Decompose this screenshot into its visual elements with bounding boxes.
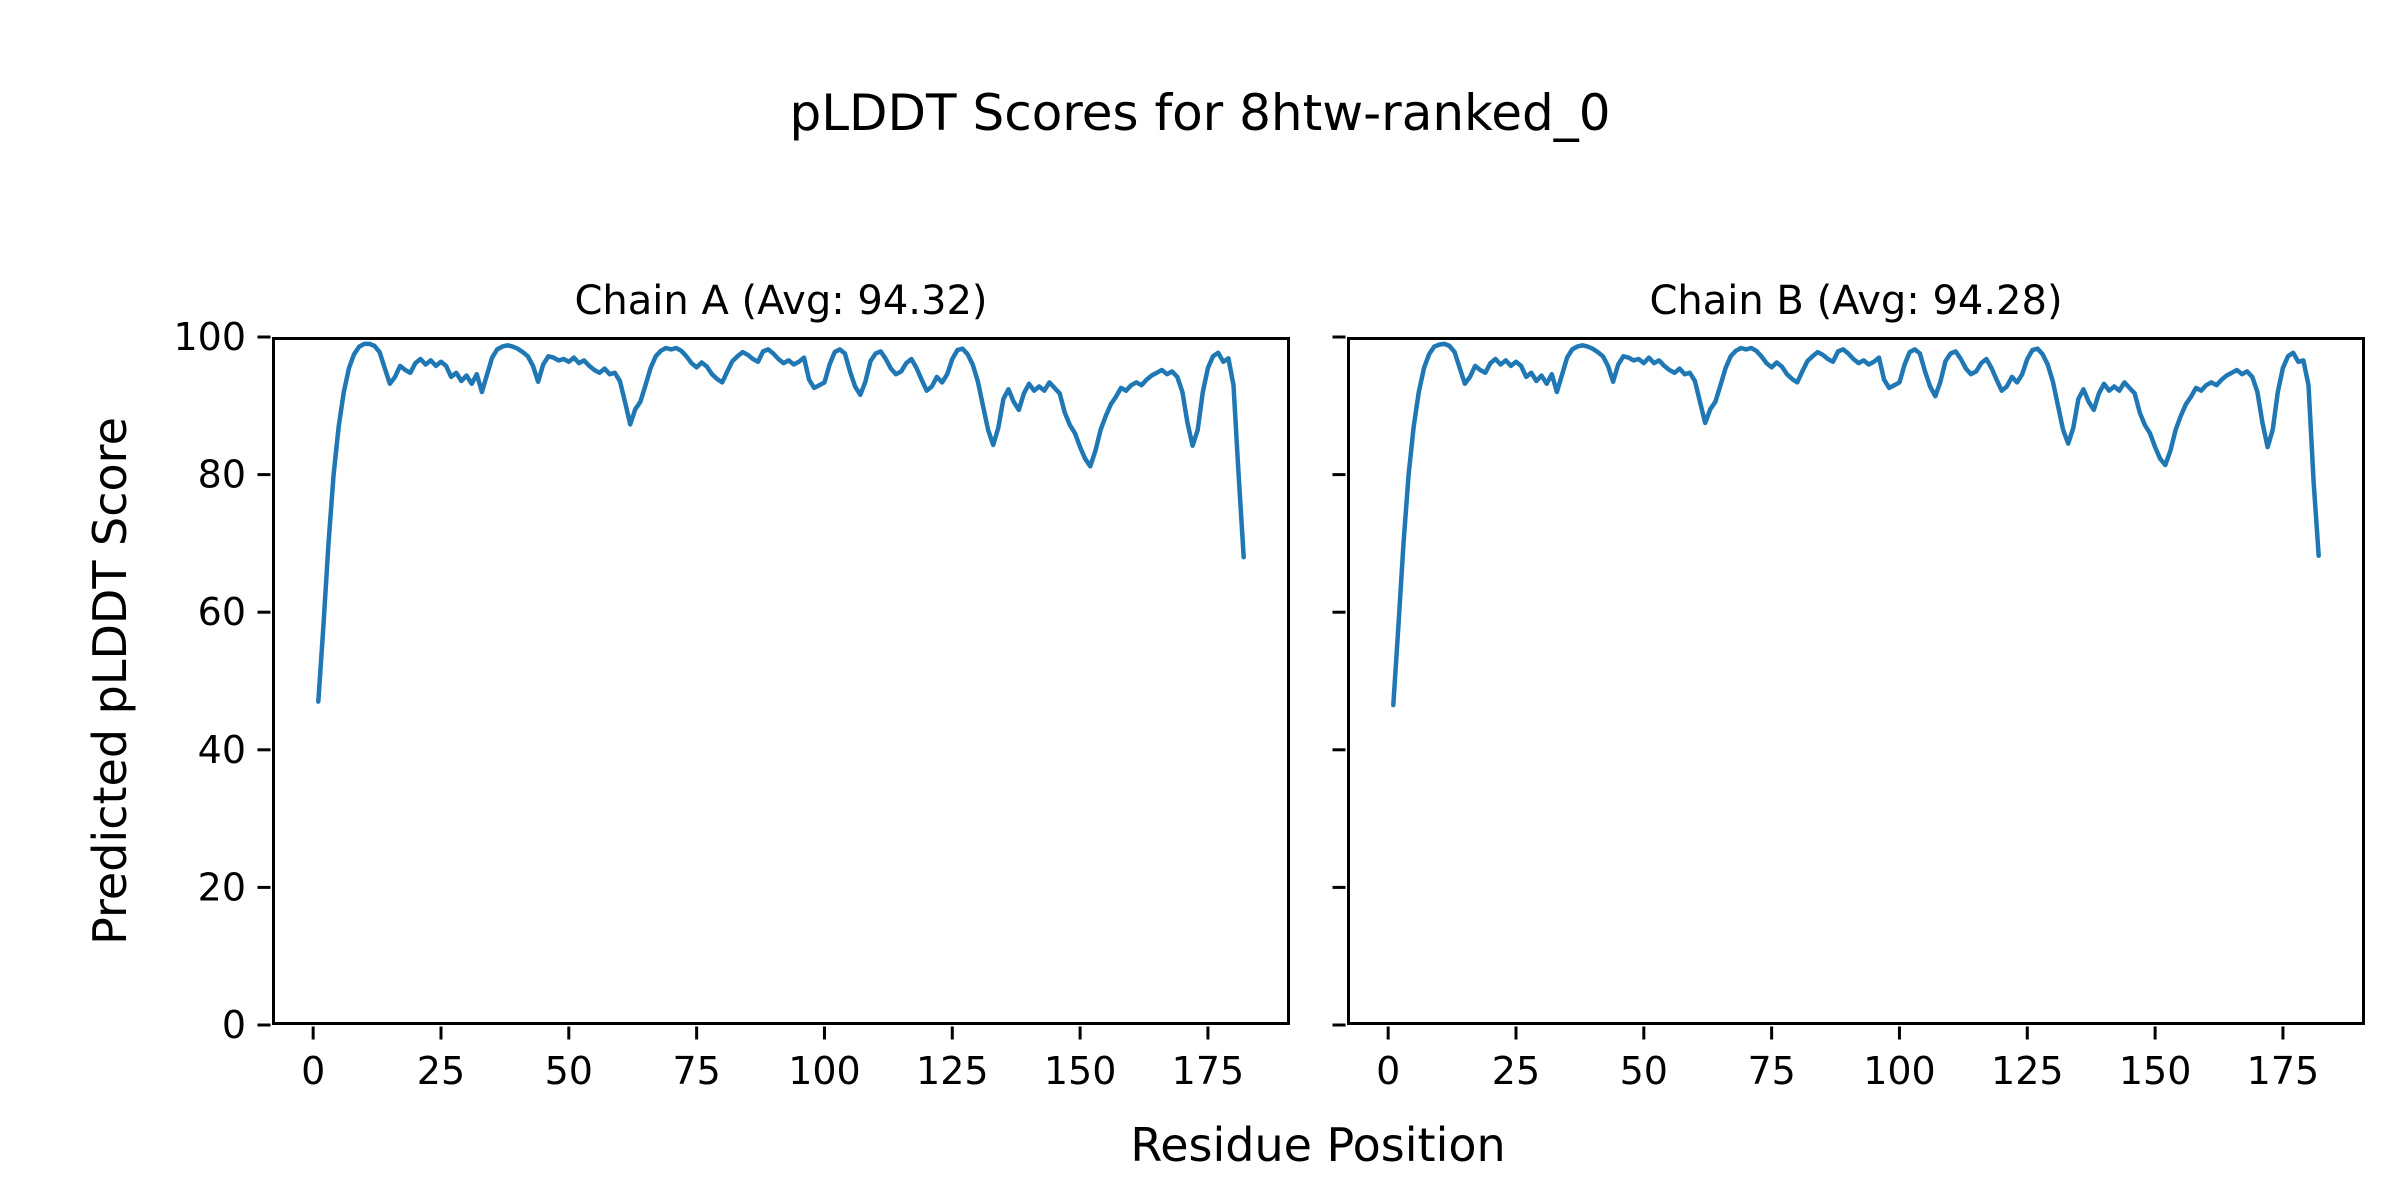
y-tick-label: 80 [198,453,246,497]
x-tick-label: 150 [1044,1049,1117,1093]
x-tick-label: 50 [1620,1049,1668,1093]
plot-border [272,337,1290,1025]
x-axis-label: Residue Position [1130,1118,1506,1172]
chain-a-plot: 0 25 50 75 100 125 150 175 0 20 40 60 80 100 [173,315,1290,1093]
x-tick-label: 125 [916,1049,989,1093]
chain-b-subplot-title: Chain B (Avg: 94.28) [1649,278,2063,324]
x-tick-label: 25 [417,1049,465,1093]
x-tick-label: 0 [1376,1049,1400,1093]
y-tick-label: 60 [198,590,246,634]
x-tick-label: 50 [545,1049,593,1093]
y-axis-label: Predicted pLDDT Score [83,417,137,945]
figure-title: pLDDT Scores for 8htw-ranked_0 [789,84,1611,142]
x-tick-label: 100 [1863,1049,1936,1093]
x-tick-label: 25 [1492,1049,1540,1093]
y-tick-label: 20 [198,865,246,909]
chain-a-subplot-title: Chain A (Avg: 94.32) [574,278,988,324]
x-tick-label: 125 [1991,1049,2064,1093]
x-tick-label: 150 [2119,1049,2192,1093]
y-tick-label: 0 [222,1003,246,1047]
x-tick-label: 175 [1172,1049,1245,1093]
chain-b-plot: 0 25 50 75 100 125 150 175 [1332,335,2365,1093]
x-tick-label: 0 [301,1049,325,1093]
y-tick-label: 40 [198,728,246,772]
x-tick-label: 75 [672,1049,720,1093]
plot-border [1347,337,2365,1025]
y-tick-label: 100 [173,315,246,359]
x-tick-label: 75 [1747,1049,1795,1093]
plddt-line-chain-a [316,341,1246,704]
plddt-line-chain-b [1391,341,2321,708]
x-tick-label: 100 [788,1049,861,1093]
x-tick-label: 175 [2247,1049,2320,1093]
